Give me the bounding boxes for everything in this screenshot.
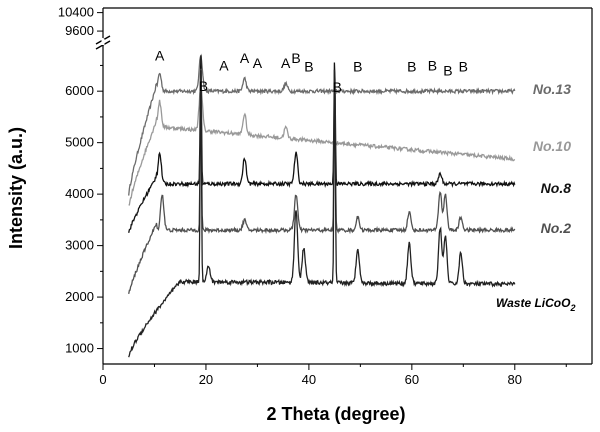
peak-marker-label: B (407, 59, 416, 75)
series-lines (128, 53, 516, 358)
series-label-2: No.8 (541, 180, 572, 196)
series-line-3 (128, 68, 516, 295)
peak-marker-label: B (353, 59, 362, 75)
x-tick-label: 40 (302, 372, 316, 387)
y-tick-label: 2000 (65, 289, 94, 304)
y-tick-label: 3000 (65, 238, 94, 253)
peak-marker-label: A (155, 47, 165, 63)
peak-marker-label: B (333, 79, 342, 95)
x-tick-label: 80 (508, 372, 522, 387)
y-tick-label: 9600 (65, 23, 94, 38)
peak-marker-label: B (199, 78, 208, 94)
peak-marker-label: B (459, 59, 468, 75)
peak-marker-label: A (281, 55, 291, 71)
x-axis-title: 2 Theta (degree) (266, 404, 405, 424)
axis-break-gap (101, 39, 105, 45)
series-line-0 (128, 53, 516, 196)
axes (95, 7, 593, 365)
y-tick-label: 6000 (65, 83, 94, 98)
series-label-0: No.13 (533, 81, 571, 97)
series-label-3: No.2 (541, 220, 572, 236)
y-tick-label: 10400 (58, 5, 94, 20)
y-tick-label: 4000 (65, 186, 94, 201)
series-line-4 (128, 69, 516, 358)
x-tick-label: 60 (405, 372, 419, 387)
x-tick-label: 20 (199, 372, 213, 387)
series-label-subscript: 2 (569, 303, 575, 313)
peak-marker-label: B (304, 59, 313, 75)
peak-marker-label: B (428, 58, 437, 74)
series-line-1 (128, 86, 516, 206)
y-tick-label: 1000 (65, 341, 94, 356)
x-tick-label: 0 (99, 372, 106, 387)
series-line-2 (128, 55, 516, 233)
peak-marker-label: A (219, 58, 229, 74)
peak-marker-label: B (443, 63, 452, 79)
peak-marker-label: A (240, 50, 250, 66)
peak-marker-label: A (253, 55, 263, 71)
series-label-1: No.10 (533, 138, 571, 154)
y-axis-title: Intensity (a.u.) (6, 127, 26, 249)
y-tick-label: 5000 (65, 135, 94, 150)
series-label-waste: Waste LiCoO2 (496, 296, 575, 313)
ticks: 0 20 40 60 80 1000 2000 3000 4000 5000 6000 9600 104… (58, 5, 567, 387)
peak-marker-label: B (291, 50, 300, 66)
